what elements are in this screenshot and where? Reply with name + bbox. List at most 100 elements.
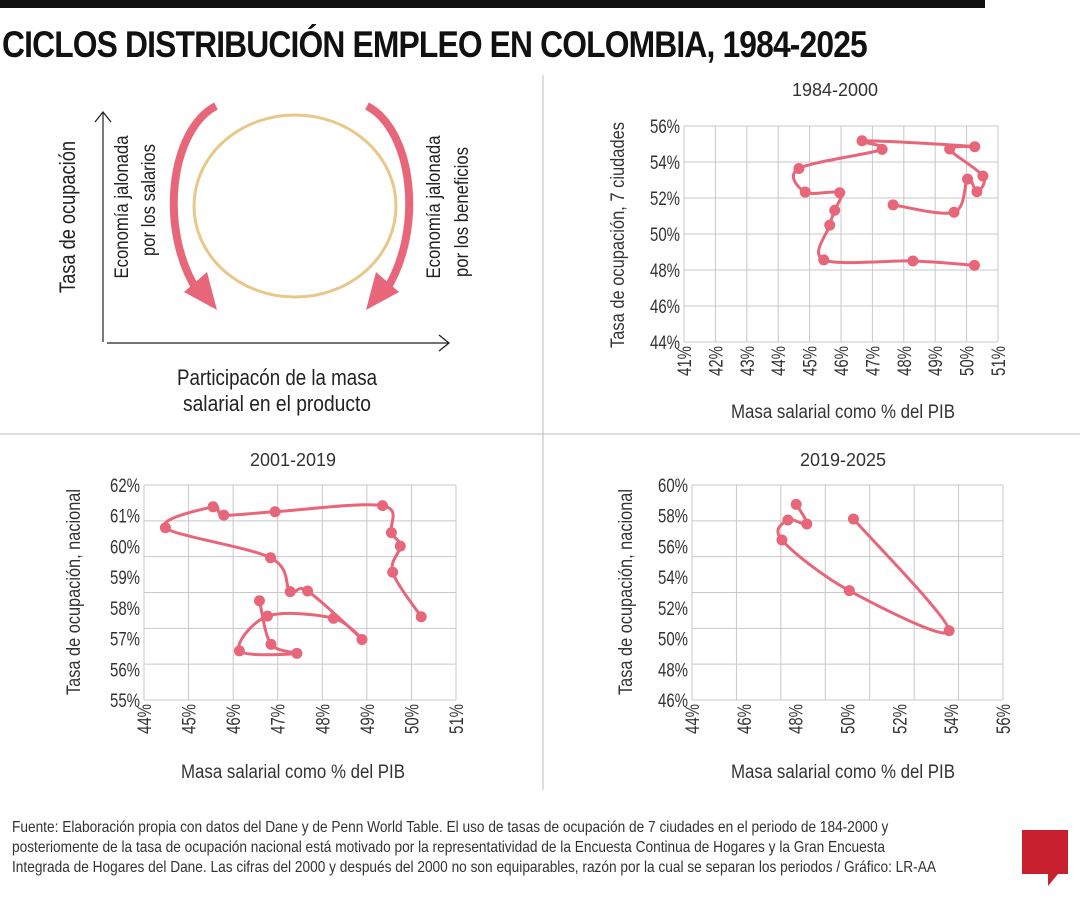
data-point	[948, 206, 960, 218]
diagram-x-label-1: Participacón de la masa	[177, 365, 378, 390]
y-tick-label: 56%	[650, 117, 680, 138]
data-point	[327, 612, 339, 624]
chart-1984-2000: 1984-2000 Masa salarial como % del PIB Tas…	[608, 80, 1010, 423]
data-point	[261, 610, 273, 622]
diagram-y-label: Tasa de ocupación	[55, 141, 80, 293]
data-point	[284, 586, 296, 598]
data-point	[291, 647, 303, 659]
x-tick-label: 44%	[683, 704, 704, 734]
data-point	[834, 187, 846, 199]
data-point	[818, 254, 830, 266]
arrow-up-icon	[94, 110, 112, 123]
y-tick-label: 55%	[110, 691, 140, 712]
data-point	[799, 186, 811, 198]
data-point	[356, 633, 368, 645]
cycle-diagram: Tasa de ocupación Economía jalonada por …	[55, 102, 473, 416]
x-tick-label: 49%	[926, 346, 947, 376]
y-tick-label: 44%	[650, 333, 680, 354]
x-tick-label: 44%	[135, 704, 156, 734]
y-axis-label: Tasa de ocupación, nacional	[64, 489, 85, 695]
x-tick-label: 50%	[839, 704, 860, 734]
data-point	[776, 534, 788, 546]
y-tick-label: 46%	[650, 297, 680, 318]
x-tick-label: 48%	[895, 346, 916, 376]
y-tick-label: 48%	[650, 261, 680, 282]
curved-arrow-down-icon	[169, 102, 219, 295]
y-tick-label: 48%	[658, 660, 688, 681]
x-tick-label: 54%	[942, 704, 963, 734]
x-tick-label: 51%	[447, 704, 468, 734]
x-axis-label: Masa salarial como % del PIB	[731, 762, 955, 783]
x-tick-label: 50%	[402, 704, 423, 734]
curved-arrow-down-icon	[364, 102, 414, 295]
data-point	[385, 527, 397, 539]
source-line-2: posteriomente de la tasa de ocupación na…	[12, 839, 886, 856]
x-tick-label: 49%	[358, 704, 379, 734]
data-point	[218, 509, 230, 521]
data-point	[415, 611, 427, 623]
x-tick-label: 46%	[735, 704, 756, 734]
data-point	[887, 199, 899, 211]
chart-title: 2001-2019	[250, 450, 336, 470]
arrowhead-left-icon	[184, 272, 217, 310]
data-point	[302, 585, 314, 597]
data-point	[944, 143, 956, 155]
data-point	[876, 143, 888, 155]
data-point	[962, 173, 974, 185]
y-tick-label: 50%	[650, 225, 680, 246]
data-point	[968, 259, 980, 271]
x-tick-label: 47%	[863, 346, 884, 376]
data-point	[829, 204, 841, 216]
x-tick-label: 45%	[801, 346, 822, 376]
data-point	[269, 506, 281, 518]
source-note: Fuente: Elaboración propia con datos del…	[12, 818, 987, 878]
data-point	[782, 514, 794, 526]
y-tick-label: 50%	[658, 630, 688, 651]
source-line-3: Integrada de Hogares del Dane. Las cifra…	[12, 859, 936, 876]
arrowhead-right-icon	[366, 272, 399, 310]
x-tick-label: 47%	[269, 704, 290, 734]
x-tick-label: 46%	[832, 346, 853, 376]
lr-logo	[1022, 830, 1068, 886]
diagram-right-label-2: por los beneficios	[452, 147, 473, 277]
y-tick-label: 60%	[110, 537, 140, 558]
arrow-right-icon	[438, 334, 451, 352]
y-tick-label: 56%	[658, 537, 688, 558]
data-point	[971, 186, 983, 198]
x-tick-label: 46%	[224, 704, 245, 734]
chart-2001-2019: 2001-2019 Masa salarial como % del PIB Tas…	[64, 450, 468, 783]
y-tick-label: 46%	[658, 691, 688, 712]
cycle-circle	[192, 113, 398, 299]
y-tick-label: 54%	[650, 153, 680, 174]
data-point	[824, 219, 836, 231]
data-point	[159, 522, 171, 534]
data-point	[790, 498, 802, 510]
x-tick-label: 56%	[994, 704, 1015, 734]
x-tick-label: 48%	[313, 704, 334, 734]
y-tick-label: 62%	[110, 476, 140, 497]
chart-title: 2019-2025	[800, 450, 886, 470]
diagram-left-label-1: Economía jalonada	[112, 135, 133, 278]
x-tick-label: 48%	[787, 704, 808, 734]
chart-title: 1984-2000	[792, 80, 878, 100]
y-tick-label: 60%	[658, 476, 688, 497]
x-tick-label: 44%	[769, 346, 790, 376]
y-tick-label: 57%	[110, 630, 140, 651]
data-point	[265, 638, 277, 650]
data-point	[969, 141, 981, 153]
data-point	[847, 513, 859, 525]
y-tick-label: 58%	[658, 507, 688, 528]
x-axis-label: Masa salarial como % del PIB	[731, 402, 955, 423]
y-tick-label: 52%	[658, 599, 688, 620]
diagram-left-label-2: por los salarios	[139, 144, 160, 256]
data-point	[376, 500, 388, 512]
data-point	[265, 552, 277, 564]
x-tick-label: 51%	[989, 346, 1010, 376]
x-tick-label: 43%	[738, 346, 759, 376]
x-tick-label: 45%	[180, 704, 201, 734]
y-tick-label: 54%	[658, 568, 688, 589]
data-point	[207, 501, 219, 513]
y-tick-label: 52%	[650, 189, 680, 210]
x-tick-label: 41%	[675, 346, 696, 376]
